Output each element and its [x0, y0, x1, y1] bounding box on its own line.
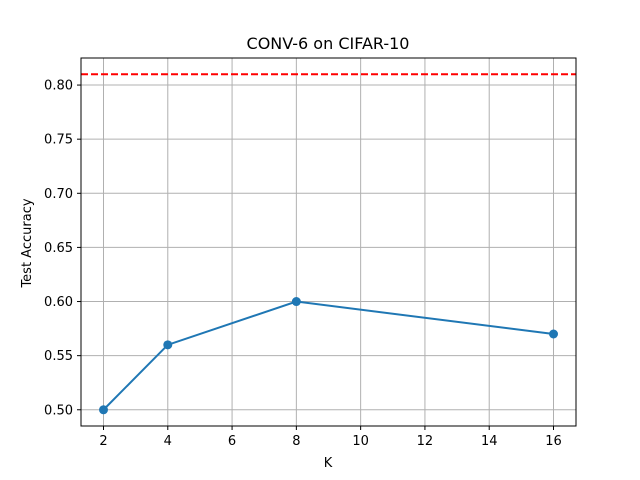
x-tick-label: 8 [292, 434, 300, 449]
x-tick-label: 14 [481, 434, 498, 449]
data-point [99, 405, 108, 415]
plot-frame [80, 57, 577, 427]
x-tick-label: 2 [99, 434, 107, 449]
series-group [99, 297, 558, 415]
y-axis-label: Test Accuracy [20, 198, 35, 288]
y-tick-label: 0.70 [44, 187, 73, 202]
x-tick-label: 4 [164, 434, 172, 449]
x-axis-label: K [324, 456, 333, 471]
x-tick-label: 6 [228, 434, 236, 449]
x-ticks: 2 4 6 8 10 12 14 16 [99, 426, 562, 449]
y-tick-label: 0.50 [44, 403, 73, 418]
y-ticks: 0.50 0.55 0.60 0.65 0.70 0.75 0.80 [44, 79, 81, 418]
y-tick-label: 0.80 [44, 79, 73, 94]
y-tick-label: 0.75 [44, 133, 73, 148]
x-tick-label: 12 [417, 434, 434, 449]
data-point [549, 329, 558, 339]
data-point [291, 297, 301, 307]
grid [81, 58, 576, 426]
x-tick-label: 16 [545, 434, 562, 449]
x-tick-label: 10 [352, 434, 369, 449]
series-line [102, 300, 554, 411]
y-tick-label: 0.55 [44, 349, 73, 364]
y-tick-label: 0.65 [44, 241, 73, 256]
y-tick-label: 0.60 [44, 295, 73, 310]
chart-title: CONV-6 on CIFAR-10 [247, 34, 410, 53]
data-point [163, 340, 173, 350]
